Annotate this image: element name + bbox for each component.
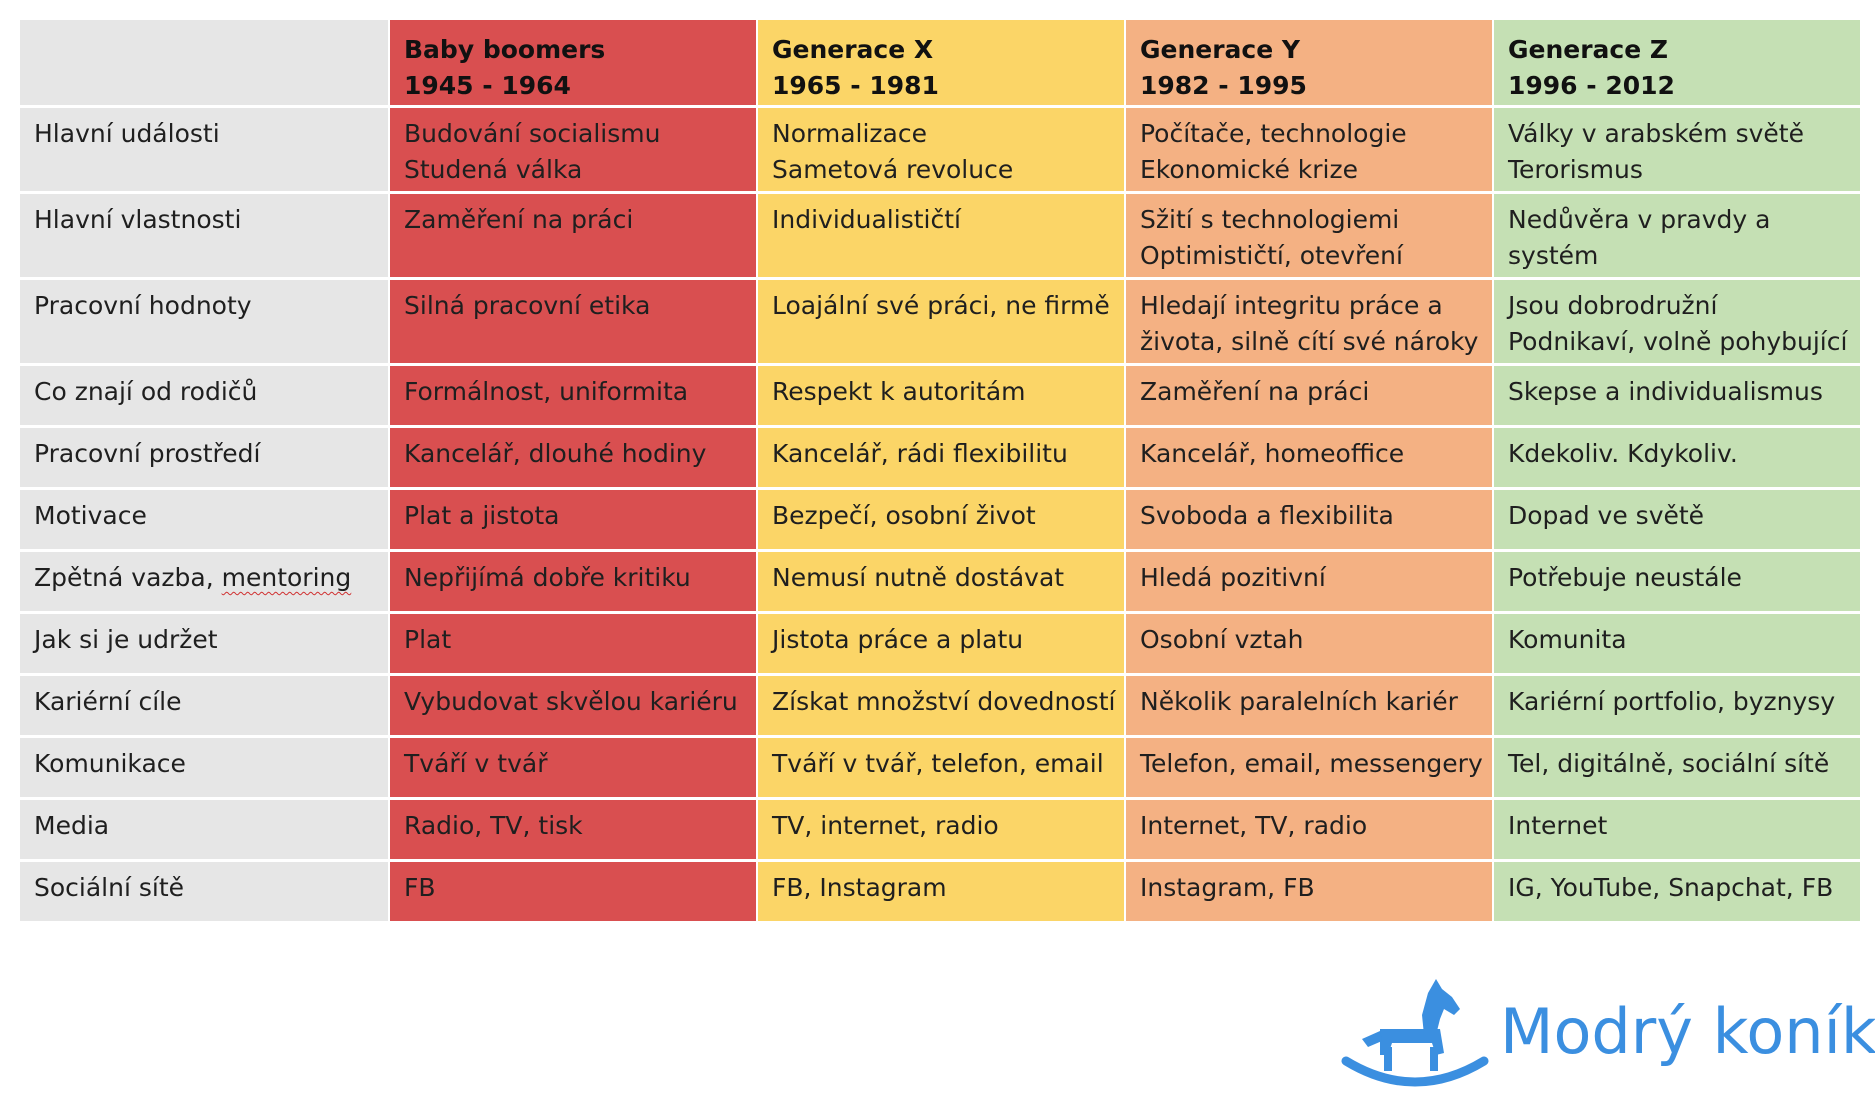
table-cell: Jistota práce a platu	[758, 614, 1124, 676]
table-cell: FB	[390, 862, 756, 924]
table-cell: Respekt k autoritám	[758, 366, 1124, 428]
table-cell: Nemusí nutně dostávat	[758, 552, 1124, 614]
table-cell: Sžití s technologiemi Optimističtí, otev…	[1126, 194, 1492, 280]
table-cell: IG, YouTube, Snapchat, FB	[1494, 862, 1860, 924]
table-cell: Počítače, technologie Ekonomické krize	[1126, 108, 1492, 194]
table-cell: Skepse a individualismus	[1494, 366, 1860, 428]
table-cell: Jsou dobrodružní Podnikaví, volně pohybu…	[1494, 280, 1860, 366]
header-generace-y: Generace Y 1982 - 1995	[1126, 20, 1492, 108]
table-cell: Silná pracovní etika	[390, 280, 756, 366]
row-label: Pracovní prostředí	[20, 428, 388, 490]
table-cell: Získat množství dovedností	[758, 676, 1124, 738]
table-cell: Kdekoliv. Kdykoliv.	[1494, 428, 1860, 490]
header-empty-cell	[20, 20, 388, 108]
row-label: Motivace	[20, 490, 388, 552]
table-cell: Války v arabském světě Terorismus	[1494, 108, 1860, 194]
table-cell: Bezpečí, osobní život	[758, 490, 1124, 552]
row-label: Hlavní vlastnosti	[20, 194, 388, 280]
row-label: Zpětná vazba, mentoring	[20, 552, 388, 614]
row-label: Media	[20, 800, 388, 862]
table-cell: Zaměření na práci	[390, 194, 756, 280]
table-cell: Vybudovat skvělou kariéru	[390, 676, 756, 738]
table-cell: Loajální své práci, ne firmě	[758, 280, 1124, 366]
table-cell: Internet	[1494, 800, 1860, 862]
table-cell: Tel, digitálně, sociální sítě	[1494, 738, 1860, 800]
row-label: Pracovní hodnoty	[20, 280, 388, 366]
generations-table: Baby boomers 1945 - 1964 Generace X 1965 -…	[20, 20, 1860, 924]
table-cell: Radio, TV, tisk	[390, 800, 756, 862]
logo-text: Modrý koník	[1500, 995, 1875, 1068]
table-cell: Hledá pozitivní	[1126, 552, 1492, 614]
spellcheck-underlined-word: mentoring	[221, 563, 352, 592]
row-label: Jak si je udržet	[20, 614, 388, 676]
table-cell: Kancelář, dlouhé hodiny	[390, 428, 756, 490]
table-cell: Zaměření na práci	[1126, 366, 1492, 428]
header-generace-z: Generace Z 1996 - 2012	[1494, 20, 1860, 108]
row-label: Hlavní události	[20, 108, 388, 194]
table-cell: Osobní vztah	[1126, 614, 1492, 676]
table-cell: Svoboda a flexibilita	[1126, 490, 1492, 552]
table-cell: Normalizace Sametová revoluce	[758, 108, 1124, 194]
table-cell: Hledají integritu práce a života, silně …	[1126, 280, 1492, 366]
table-cell: FB, Instagram	[758, 862, 1124, 924]
table-cell: Plat a jistota	[390, 490, 756, 552]
header-generace-x: Generace X 1965 - 1981	[758, 20, 1124, 108]
table-cell: Několik paralelních kariér	[1126, 676, 1492, 738]
table-cell: Telefon, email, messengery	[1126, 738, 1492, 800]
table-cell: Tváří v tvář, telefon, email	[758, 738, 1124, 800]
table-cell: Individualističtí	[758, 194, 1124, 280]
row-label: Sociální sítě	[20, 862, 388, 924]
table-cell: Dopad ve světě	[1494, 490, 1860, 552]
table-cell: Komunita	[1494, 614, 1860, 676]
table-cell: Kancelář, homeoffice	[1126, 428, 1492, 490]
table-cell: Potřebuje neustále	[1494, 552, 1860, 614]
table-cell: Internet, TV, radio	[1126, 800, 1492, 862]
row-label: Komunikace	[20, 738, 388, 800]
row-label: Kariérní cíle	[20, 676, 388, 738]
table-cell: Kariérní portfolio, byznysy	[1494, 676, 1860, 738]
table-cell: Budování socialismu Studená válka	[390, 108, 756, 194]
rocking-horse-icon	[1341, 979, 1489, 1087]
header-baby-boomers: Baby boomers 1945 - 1964	[390, 20, 756, 108]
table-cell: Formálnost, uniformita	[390, 366, 756, 428]
modry-konik-logo: Modrý koník	[1340, 975, 1875, 1095]
row-label: Co znají od rodičů	[20, 366, 388, 428]
table-cell: Instagram, FB	[1126, 862, 1492, 924]
table-cell: TV, internet, radio	[758, 800, 1124, 862]
table-cell: Kancelář, rádi flexibilitu	[758, 428, 1124, 490]
table-cell: Plat	[390, 614, 756, 676]
table-cell: Nedůvěra v pravdy a systém Stále připoje…	[1494, 194, 1860, 306]
table-cell: Tváří v tvář	[390, 738, 756, 800]
table-cell: Nepřijímá dobře kritiku	[390, 552, 756, 614]
